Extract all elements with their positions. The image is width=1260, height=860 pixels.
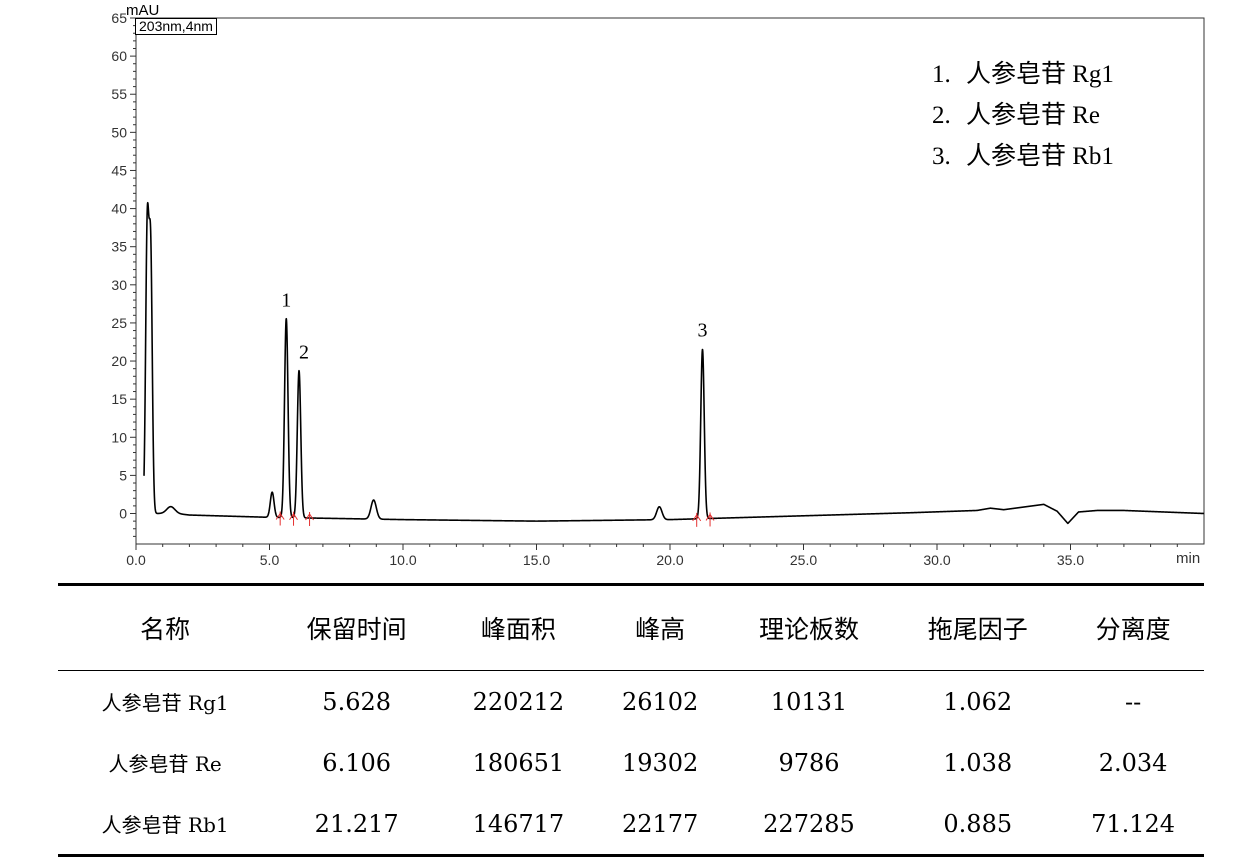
legend: 1. 人参皂苷 Rg1 2. 人参皂苷 Re 3. 人参皂苷 Rb1 bbox=[932, 54, 1114, 177]
y-tick-label: 10 bbox=[111, 429, 127, 445]
cell-peak-height: 22177 bbox=[595, 793, 725, 857]
cell-resolution: 71.124 bbox=[1062, 793, 1204, 857]
header-retention-time: 保留时间 bbox=[272, 583, 442, 671]
x-tick-label: 20.0 bbox=[656, 552, 683, 568]
cell-tailing-factor: 0.885 bbox=[893, 793, 1063, 857]
cell-retention-time: 6.106 bbox=[322, 748, 392, 777]
y-tick-label: 45 bbox=[111, 162, 127, 178]
x-tick-label: 35.0 bbox=[1057, 552, 1084, 568]
peak-number-label: 1 bbox=[281, 290, 291, 312]
cell-name: 人参皂苷 Re bbox=[108, 752, 222, 776]
cell-retention-time: 21.217 bbox=[272, 793, 442, 857]
integration-marks bbox=[275, 511, 715, 527]
trace-layer bbox=[143, 201, 1205, 525]
cell-peak-area: 220212 bbox=[472, 687, 565, 716]
y-tick-label: 15 bbox=[111, 391, 127, 407]
table-row: 人参皂苷 Rb1 21.217 146717 22177 227285 0.88… bbox=[58, 793, 1204, 857]
x-axis-unit-label: min bbox=[1176, 550, 1201, 567]
integration-mark-arrow bbox=[275, 513, 281, 520]
header-theoretical-plates: 理论板数 bbox=[724, 583, 894, 671]
y-tick-label: 5 bbox=[119, 467, 127, 483]
x-tick-label: 5.0 bbox=[260, 552, 280, 568]
peak-number-label: 3 bbox=[697, 319, 707, 341]
table-row: 人参皂苷 Rg1 5.628 220212 26102 10131 1.062 … bbox=[58, 671, 1204, 733]
y-tick-label: 60 bbox=[111, 48, 127, 64]
x-tick-label: 10.0 bbox=[389, 552, 416, 568]
cell-resolution: -- bbox=[1124, 687, 1142, 716]
cell-tailing-factor: 1.062 bbox=[943, 687, 1013, 716]
cell-peak-height: 26102 bbox=[621, 687, 699, 716]
integration-mark bbox=[705, 512, 715, 527]
header-peak-area: 峰面积 bbox=[441, 583, 596, 671]
table-header-row: 名称 保留时间 峰面积 峰高 理论板数 拖尾因子 分离度 bbox=[58, 583, 1204, 671]
integration-mark bbox=[289, 511, 298, 526]
cell-theoretical-plates: 9786 bbox=[778, 748, 840, 777]
cell-name: 人参皂苷 Rg1 bbox=[101, 691, 229, 715]
cell-name: 人参皂苷 Rb1 bbox=[58, 793, 273, 857]
integration-mark bbox=[275, 511, 285, 526]
y-tick-label: 25 bbox=[111, 315, 127, 331]
x-tick-label: 25.0 bbox=[790, 552, 817, 568]
peak-labels: 1 2 3 bbox=[281, 290, 707, 364]
cell-tailing-factor: 1.038 bbox=[943, 748, 1013, 777]
header-name: 名称 bbox=[58, 583, 273, 671]
cell-theoretical-plates: 10131 bbox=[770, 687, 848, 716]
cell-retention-time: 5.628 bbox=[322, 687, 392, 716]
legend-number: 1. bbox=[932, 61, 951, 88]
detector-wavelength-label: 203nm,4nm bbox=[135, 18, 217, 35]
integration-mark-arrow bbox=[279, 513, 285, 520]
y-tick-label: 40 bbox=[111, 201, 127, 217]
legend-compound-name: 人参皂苷 Rb1 bbox=[966, 143, 1114, 170]
integration-mark-arrow bbox=[709, 514, 715, 521]
cell-resolution: 2.034 bbox=[1098, 748, 1168, 777]
y-tick-label: 65 bbox=[111, 10, 127, 26]
y-tick-label: 20 bbox=[111, 353, 127, 369]
cell-peak-area: 146717 bbox=[441, 793, 596, 857]
y-tick-label: 30 bbox=[111, 277, 127, 293]
legend-item: 1. 人参皂苷 Rg1 bbox=[932, 54, 1114, 95]
integration-mark-arrow bbox=[305, 513, 310, 521]
y-tick-label: 0 bbox=[119, 506, 127, 522]
header-resolution: 分离度 bbox=[1062, 583, 1204, 671]
header-tailing-factor: 拖尾因子 bbox=[893, 583, 1063, 671]
chromatogram-plot: 0 5 10 15 20 25 30 35 40 45 50 55 60 65 0.0 5.0 10.0 15.0… bbox=[111, 10, 1205, 568]
integration-mark-arrow bbox=[309, 513, 314, 521]
integration-mark-arrow bbox=[696, 514, 702, 522]
y-tick-label: 55 bbox=[111, 86, 127, 102]
peak-results-table: 名称 保留时间 峰面积 峰高 理论板数 拖尾因子 分离度 人参皂苷 Rg1 5.… bbox=[58, 583, 1204, 857]
x-tick-label: 0.0 bbox=[126, 552, 146, 568]
legend-compound-name: 人参皂苷 Re bbox=[966, 102, 1101, 129]
chromatogram: 0 5 10 15 20 25 30 35 40 45 50 55 60 65 0.0 5.0 10.0 15.0… bbox=[111, 2, 1205, 568]
integration-mark bbox=[305, 512, 314, 527]
x-tick-label: 15.0 bbox=[523, 552, 550, 568]
integration-mark-arrow bbox=[705, 514, 711, 521]
legend-item: 3. 人参皂苷 Rb1 bbox=[932, 136, 1114, 177]
legend-compound-name: 人参皂苷 Rg1 bbox=[966, 61, 1114, 88]
cell-peak-height: 19302 bbox=[621, 748, 699, 777]
header-peak-height: 峰高 bbox=[595, 583, 725, 671]
chromatogram-trace bbox=[143, 201, 1205, 525]
legend-number: 3. bbox=[932, 143, 951, 170]
peak-number-label: 2 bbox=[299, 341, 309, 363]
y-tick-label: 35 bbox=[111, 239, 127, 255]
x-tick-label: 30.0 bbox=[923, 552, 950, 568]
integration-mark bbox=[692, 512, 702, 527]
legend-number: 2. bbox=[932, 102, 951, 129]
axes: 0 5 10 15 20 25 30 35 40 45 50 55 60 65 0.0 5.0 10.0 15.0… bbox=[111, 10, 1205, 568]
legend-item: 2. 人参皂苷 Re bbox=[932, 95, 1114, 136]
y-axis-unit-label: mAU bbox=[126, 2, 160, 19]
integration-mark-arrow bbox=[289, 513, 294, 521]
cell-theoretical-plates: 227285 bbox=[724, 793, 894, 857]
cell-peak-area: 180651 bbox=[472, 748, 565, 777]
table-row: 人参皂苷 Re 6.106 180651 19302 9786 1.038 2.… bbox=[58, 732, 1204, 793]
integration-mark-arrow bbox=[293, 513, 298, 521]
integration-mark-arrow bbox=[692, 514, 698, 522]
y-tick-label: 50 bbox=[111, 124, 127, 140]
